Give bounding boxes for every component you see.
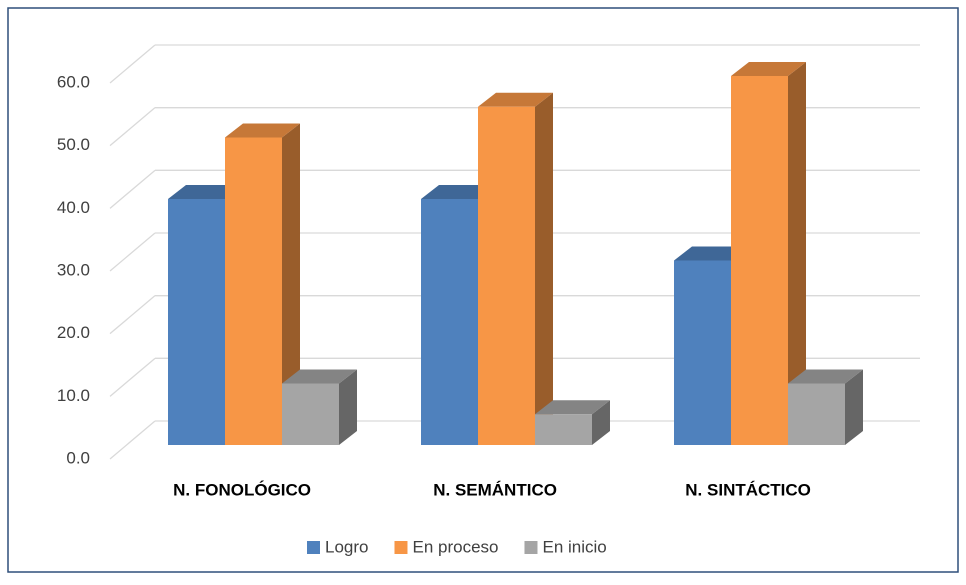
bar-top [421,185,496,199]
bar-front [478,106,535,445]
legend-swatch [524,541,538,554]
grid-line-side [109,44,156,84]
legend-label: En inicio [542,537,606,556]
legend-swatch [307,541,320,554]
bar-side [845,369,863,445]
bar-front [535,414,592,445]
bar-top [225,123,300,138]
legend-label: En proceso [412,537,498,556]
bar [788,369,863,445]
bar-side [788,62,806,445]
grid-line-side [109,169,156,209]
bar-side [592,400,610,445]
bar-top [674,246,749,261]
y-tick-label: 20.0 [57,323,90,342]
bar [225,123,300,445]
legend-swatch [394,541,408,554]
grid-line-side [109,295,156,335]
bar-side [535,92,553,445]
bar-front [282,383,339,445]
y-tick-label: 40.0 [57,198,90,217]
bar [731,62,806,445]
bar-front [168,199,225,445]
y-tick-label: 30.0 [57,260,90,279]
legend-label: Logro [325,537,368,556]
x-tick-label: N. SINTÁCTICO [685,480,811,499]
y-tick-label: 60.0 [57,72,90,91]
grid-line-side [109,232,156,272]
bar-front [731,76,788,445]
bar [535,400,610,445]
bar-side [282,123,300,445]
y-tick-label: 50.0 [57,135,90,154]
bar-top [535,400,610,415]
x-tick-label: N. SEMÁNTICO [433,480,557,499]
grid-line-side [109,107,156,147]
bar-top [282,369,357,384]
bar-top [168,185,243,199]
bar-side [339,369,357,445]
bar-front [788,383,845,445]
y-tick-label: 10.0 [57,386,90,405]
bar-top [731,62,806,76]
bar-top [788,369,863,384]
bar [282,369,357,445]
bar-front [674,260,731,445]
y-tick-label: 0.0 [66,448,90,467]
grid-line-side [109,357,156,397]
bar-front [421,199,478,445]
bar-top [478,92,553,107]
bar [478,92,553,445]
x-tick-label: N. FONOLÓGICO [173,480,311,499]
grid-line-side [109,420,156,460]
bar-front [225,137,282,445]
